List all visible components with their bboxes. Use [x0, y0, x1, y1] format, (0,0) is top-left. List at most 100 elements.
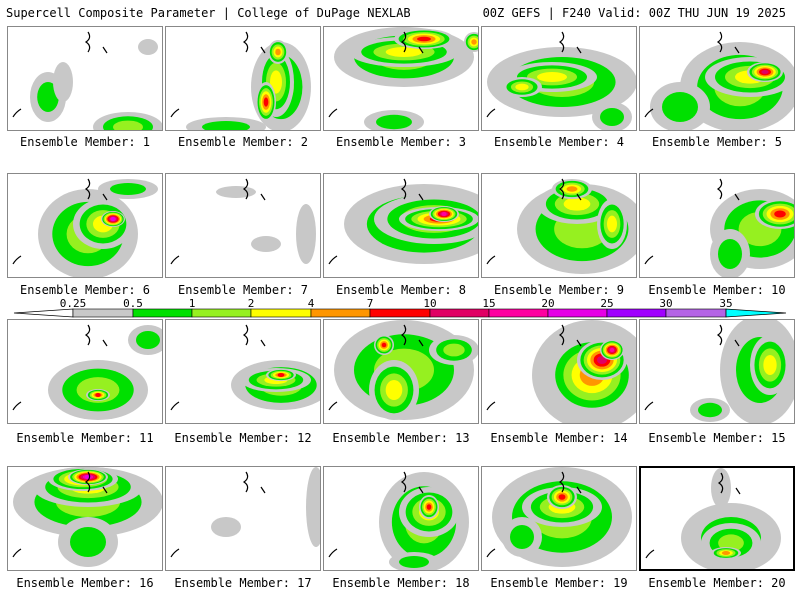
colorbar-tick-label: 10	[423, 297, 437, 310]
scp-contour	[563, 197, 591, 211]
ensemble-panel-10[interactable]	[639, 173, 795, 278]
scp-contour	[698, 402, 722, 418]
colorbar-tick-label: 0.25	[59, 297, 87, 310]
scp-contour	[662, 92, 698, 122]
scp-contour	[263, 97, 269, 107]
ensemble-panel-4[interactable]	[481, 26, 637, 131]
ensemble-member-label: Ensemble Member: 9	[493, 283, 625, 297]
scp-contour	[113, 120, 143, 130]
ensemble-panel-3[interactable]	[323, 26, 479, 131]
scp-contour	[711, 468, 731, 508]
scp-contour	[216, 186, 256, 198]
scp-contour	[537, 72, 567, 82]
ensemble-member-label: Ensemble Member: 19	[490, 576, 628, 590]
coastline-icon	[328, 178, 424, 265]
scp-contour	[376, 114, 412, 130]
coastline-icon	[644, 324, 740, 411]
scp-contour	[385, 380, 403, 400]
colorbar-bin	[547, 308, 608, 318]
ensemble-panel-19[interactable]	[481, 466, 637, 571]
colorbar-tick-label: 25	[600, 297, 614, 310]
colorbar-bin	[72, 308, 134, 318]
scp-contour	[515, 83, 529, 91]
scp-contour	[607, 215, 617, 233]
scp-contour	[138, 39, 158, 55]
scp-field-map	[170, 324, 320, 411]
ensemble-member-label: Ensemble Member: 8	[335, 283, 467, 297]
ensemble-panel-12[interactable]	[165, 319, 321, 424]
coastline-icon	[486, 178, 582, 265]
scp-contour	[296, 204, 316, 264]
ensemble-panel-14[interactable]	[481, 319, 637, 424]
ensemble-panel-20[interactable]	[639, 466, 795, 571]
colorbar-tick-label: 15	[482, 297, 496, 310]
scp-contour	[70, 527, 106, 557]
colorbar-bin	[488, 308, 549, 318]
scp-contour	[443, 343, 465, 357]
ensemble-panel-18[interactable]	[323, 466, 479, 571]
colorbar-tick-label: 1	[188, 297, 196, 310]
colorbar-tick-label: 2	[247, 297, 255, 310]
coastline-icon	[12, 31, 108, 118]
ensemble-member-label: Ensemble Member: 20	[648, 576, 786, 590]
ensemble-panel-13[interactable]	[323, 319, 479, 424]
coastline-icon	[170, 471, 266, 558]
scp-contour	[381, 342, 387, 348]
ensemble-member-label: Ensemble Member: 14	[490, 431, 628, 445]
scp-field-map	[12, 467, 162, 567]
scp-contour	[718, 239, 742, 269]
scp-contour	[774, 210, 786, 218]
ensemble-panel-6[interactable]	[7, 173, 163, 278]
scp-field-map	[644, 31, 794, 130]
coastline-icon	[12, 178, 108, 265]
ensemble-panel-16[interactable]	[7, 466, 163, 571]
coastline-icon	[12, 324, 108, 411]
colorbar-tick-label: 20	[541, 297, 555, 310]
ensemble-member-label: Ensemble Member: 7	[177, 283, 309, 297]
scp-contour	[385, 47, 423, 57]
scp-contour	[721, 551, 731, 555]
scp-contour	[600, 108, 624, 126]
ensemble-panel-15[interactable]	[639, 319, 795, 424]
ensemble-member-label: Ensemble Member: 1	[19, 135, 151, 149]
scp-field-map	[12, 324, 162, 420]
colorbar-tick-label: 0.5	[123, 297, 143, 310]
scp-contour	[597, 356, 607, 364]
coastline-icon	[486, 471, 582, 558]
scp-field-map	[644, 320, 794, 423]
scp-field-map	[645, 468, 781, 569]
scp-contour	[95, 393, 101, 397]
ensemble-panel-9[interactable]	[481, 173, 637, 278]
ensemble-member-label: Ensemble Member: 11	[16, 431, 154, 445]
scp-field-map	[328, 178, 478, 265]
scp-contour	[558, 494, 566, 500]
ensemble-panel-7[interactable]	[165, 173, 321, 278]
ensemble-panel-11[interactable]	[7, 319, 163, 424]
ensemble-member-label: Ensemble Member: 10	[648, 283, 786, 297]
colorbar-low-arrow	[13, 308, 74, 318]
scp-contour	[510, 525, 534, 549]
scp-contour	[111, 217, 115, 221]
ensemble-panel-17[interactable]	[165, 466, 321, 571]
coastline-icon	[328, 324, 424, 411]
scp-contour	[471, 39, 477, 45]
scp-field-map	[328, 320, 478, 420]
ensemble-panel-8[interactable]	[323, 173, 479, 278]
colorbar-tick-label: 35	[719, 297, 733, 310]
colorbar-bin	[191, 308, 252, 318]
scp-field-map	[486, 467, 632, 567]
ensemble-member-label: Ensemble Member: 12	[174, 431, 312, 445]
scp-contour	[426, 504, 432, 510]
ensemble-panel-5[interactable]	[639, 26, 795, 131]
ensemble-member-label: Ensemble Member: 13	[332, 431, 470, 445]
colorbar-high-arrow	[725, 308, 787, 318]
header-valid-time: 00Z GEFS | F240 Valid: 00Z THU JUN 19 20…	[482, 6, 786, 20]
colorbar-tick-label: 7	[366, 297, 374, 310]
ensemble-panel-1[interactable]	[7, 26, 163, 131]
colorbar-tick-label: 4	[307, 297, 315, 310]
scp-field-map	[12, 31, 162, 130]
scp-contour	[417, 36, 431, 42]
scp-field-map	[328, 27, 478, 130]
ensemble-panel-2[interactable]	[165, 26, 321, 131]
colorbar-bin	[665, 308, 727, 318]
